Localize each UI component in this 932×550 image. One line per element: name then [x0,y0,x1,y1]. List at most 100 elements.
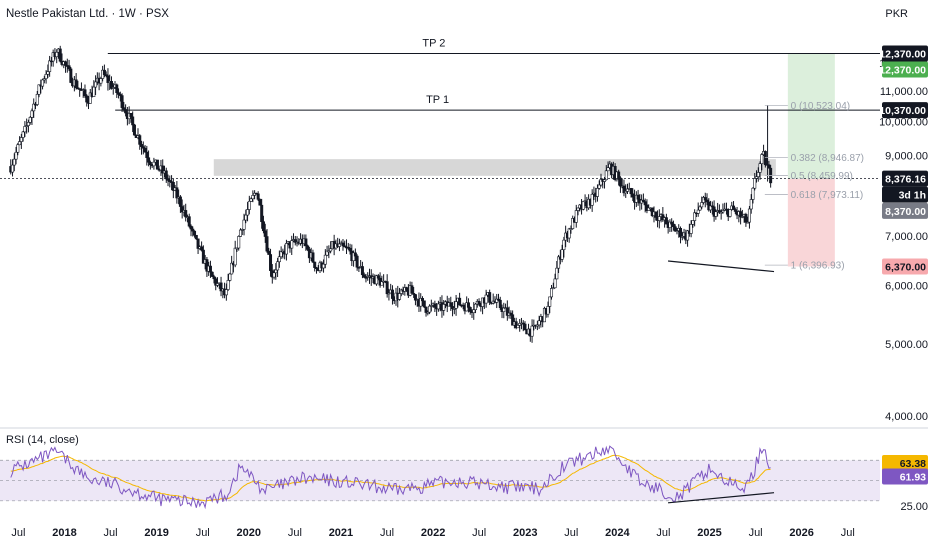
candle-down [104,74,108,77]
candle-up [647,207,651,211]
candle-up [279,251,283,258]
candle-down [293,239,297,243]
candle-down [496,298,500,301]
candle-down [703,197,707,201]
candle-up [550,288,554,298]
candle-up [419,298,423,307]
candle-up [247,200,251,210]
x-tick-label: 2021 [329,527,353,539]
candle-down [200,246,204,251]
candle-down [214,278,218,286]
candle-down [196,238,200,249]
candle-down [410,285,414,294]
target-zone [787,53,835,179]
rsi-tag [882,468,928,485]
x-tick-label: Jul [380,527,394,539]
candle-up [603,179,607,182]
candle-down [523,323,527,331]
candle-up [569,228,573,230]
candle-down [109,81,113,89]
candle-down [67,65,71,70]
candle-down [212,276,216,280]
candle-down [413,294,417,301]
candle-down [705,199,709,203]
candle-up [516,325,520,329]
candle-down [120,95,124,108]
candle-down [488,292,492,303]
candle-down [362,274,366,278]
candle-up [230,262,234,275]
price-tag [882,170,928,187]
candle-up [30,110,34,118]
rsi-line [10,445,771,510]
y-tick-label: 9,000.00 [885,151,928,163]
candle-up [548,296,552,307]
candle-down [433,303,437,308]
candle-down [390,289,394,299]
candle-up [696,209,700,214]
candle-up [19,137,23,142]
candle-up [325,250,329,256]
candle-down [261,221,265,232]
candle-down [313,261,317,268]
candle-down [661,214,665,221]
candle-up [426,311,430,314]
candle-up [35,94,39,105]
candle-down [189,225,193,230]
candle-down [449,302,453,307]
candle-down [267,250,271,255]
candle-up [626,188,630,192]
candle-down [260,204,264,222]
candle-down [171,182,175,191]
candle-down [468,307,472,312]
symbol-title[interactable]: Nestle Pakistan Ltd. · 1W · PSX [6,8,169,20]
x-tick-label: 2023 [513,527,537,539]
x-tick-label: Jul [564,527,578,539]
candle-up [322,263,326,269]
candle-down [498,299,502,309]
candle-up [551,287,555,290]
candle-down [341,242,345,247]
candle-down [458,297,462,306]
x-tick-label: Jul [104,527,118,539]
candle-up [12,158,16,166]
candle-up [224,289,228,296]
candle-down [348,247,352,252]
candle-down [477,301,481,305]
candle-down [85,95,89,103]
candle-up [242,219,246,230]
candle-down [106,75,110,83]
candle-down [265,236,269,252]
candle-down [405,287,409,291]
candle-down [168,180,172,182]
x-tick-label: Jul [196,527,210,539]
zones-layer [213,53,835,267]
candle-down [129,112,133,118]
candle-down [49,60,53,63]
y-tick-label: 7,000.00 [885,231,928,243]
candle-down [161,165,165,174]
candle-up [11,164,15,173]
currency-label[interactable]: PKR [885,8,908,20]
candle-up [237,236,241,249]
candle-up [46,71,50,75]
candle-down [180,206,184,213]
rsi-tag-text: 63.38 [900,458,926,470]
candle-down [360,266,364,276]
rsi-title[interactable]: RSI (14, close) [6,434,79,446]
fib-label: 0.5 (8,459.99) [791,171,853,182]
price-tag-text: 8,376.16 [885,174,926,186]
price-tag [882,202,928,219]
candle-up [88,92,92,104]
price-tag-text: 3d 1h [899,190,926,202]
candle-down [58,48,62,62]
candle-up [429,305,433,307]
candle-up [599,179,603,186]
candle-up [323,254,327,265]
candle-down [346,247,350,249]
candle-down [355,255,359,268]
candle-up [680,236,684,238]
y-tick-label: 6,000.00 [885,281,928,293]
candle-down [717,210,721,213]
